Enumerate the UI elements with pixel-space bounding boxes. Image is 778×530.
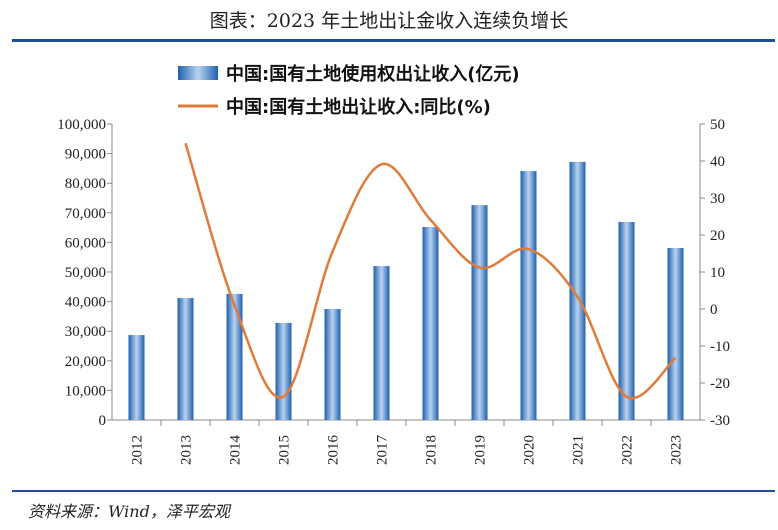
left-tick-label: 0 <box>99 413 107 429</box>
x-tick-label: 2022 <box>620 435 636 465</box>
right-tick-label: -20 <box>710 376 730 392</box>
x-tick-label: 2021 <box>571 435 587 465</box>
bar-2017 <box>373 266 390 420</box>
left-tick-label: 10,000 <box>65 383 106 399</box>
chart-title: 图表：2023 年土地出让金收入连续负增长 <box>209 10 569 32</box>
right-tick-label: 50 <box>710 117 725 133</box>
right-tick-label: 20 <box>710 228 725 244</box>
right-tick-label: 40 <box>710 154 725 170</box>
left-tick-label: 40,000 <box>65 295 106 311</box>
x-tick-label: 2018 <box>424 435 440 465</box>
left-tick-label: 80,000 <box>65 176 106 192</box>
bar-2015 <box>275 322 292 420</box>
bar-2014 <box>226 293 243 420</box>
source-note: 资料来源：Wind，泽平宏观 <box>28 502 230 521</box>
bar-2021 <box>569 161 586 420</box>
title-divider <box>12 39 775 42</box>
bar-2018 <box>422 227 439 420</box>
bar-2022 <box>618 221 635 420</box>
left-tick-label: 30,000 <box>65 324 106 340</box>
x-tick-label: 2013 <box>179 435 195 465</box>
bar-2023 <box>667 248 684 420</box>
bar-2016 <box>324 309 341 420</box>
right-tick-label: 0 <box>710 302 718 318</box>
left-tick-label: 100,000 <box>57 117 106 133</box>
line-series-yoy <box>184 142 677 400</box>
right-tick-label: -10 <box>710 339 730 355</box>
x-tick-label: 2017 <box>375 435 391 466</box>
footer-divider <box>12 490 775 492</box>
left-tick-label: 60,000 <box>65 235 106 251</box>
legend-line-label: 中国:国有土地出让收入:同比(%) <box>226 96 491 118</box>
x-tick-label: 2014 <box>228 435 244 466</box>
bar-2020 <box>520 171 537 420</box>
x-tick-label: 2016 <box>326 435 342 466</box>
right-tick-label: 10 <box>710 265 725 281</box>
x-tick-label: 2012 <box>130 435 146 465</box>
x-tick-label: 2023 <box>669 435 685 465</box>
left-tick-label: 90,000 <box>65 147 106 163</box>
legend-bar-swatch <box>178 66 218 80</box>
x-tick-label: 2020 <box>522 435 538 465</box>
x-tick-label: 2019 <box>473 435 489 465</box>
bar-2013 <box>177 298 194 420</box>
right-tick-label: -30 <box>710 413 730 429</box>
left-tick-label: 20,000 <box>65 354 106 370</box>
bar-2012 <box>128 335 145 420</box>
bar-2019 <box>471 205 488 420</box>
right-tick-label: 30 <box>710 191 725 207</box>
left-tick-label: 50,000 <box>65 265 106 281</box>
left-tick-label: 70,000 <box>65 206 106 222</box>
x-tick-label: 2015 <box>277 435 293 465</box>
legend-bar-label: 中国:国有土地使用权出让收入(亿元) <box>226 63 520 85</box>
